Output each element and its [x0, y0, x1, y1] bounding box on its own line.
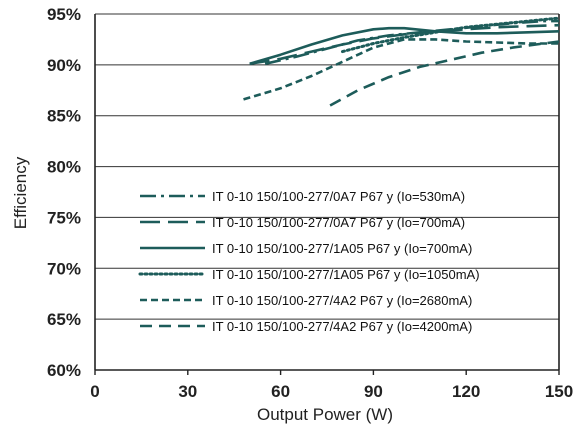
series-line-3: [249, 26, 560, 66]
legend-label-6: IT 0-10 150/100-277/4A2 P67 y (Io=4200mA…: [212, 319, 472, 334]
axes: [94, 14, 560, 375]
x-axis-title: Output Power (W): [257, 405, 393, 424]
y-tick-label-95: 95%: [47, 5, 81, 24]
x-tick-label-150: 150: [545, 382, 573, 401]
series-line-5: [243, 38, 559, 101]
y-tick-label-85: 85%: [47, 107, 81, 126]
x-tick-labels: 0 30 60 90 120 150: [90, 382, 573, 401]
y-tick-label-75: 75%: [47, 208, 81, 227]
legend: IT 0-10 150/100-277/0A7 P67 y (Io=530mA)…: [138, 189, 480, 334]
x-tick-label-120: 120: [452, 382, 480, 401]
series-line-6: [329, 40, 560, 107]
legend-label-4: IT 0-10 150/100-277/1A05 P67 y (Io=1050m…: [212, 267, 480, 282]
series-line-4: [341, 16, 561, 54]
y-tick-label-70: 70%: [47, 259, 81, 278]
x-tick-label-30: 30: [178, 382, 197, 401]
y-tick-label-80: 80%: [47, 158, 81, 177]
series-line-2: [249, 23, 560, 66]
y-tick-label-65: 65%: [47, 310, 81, 329]
series-lines: [243, 16, 561, 107]
x-tick-label-60: 60: [271, 382, 290, 401]
legend-label-2: IT 0-10 150/100-277/0A7 P67 y (Io=700mA): [212, 215, 465, 230]
y-axis-title: Efficiency: [11, 156, 30, 229]
legend-label-3: IT 0-10 150/100-277/1A05 P67 y (Io=700mA…: [212, 241, 472, 256]
y-tick-labels: 60% 65% 70% 75% 80% 85% 90% 95%: [47, 5, 81, 380]
y-tick-label-90: 90%: [47, 56, 81, 75]
gridlines: [95, 13, 559, 320]
y-tick-label-60: 60%: [47, 361, 81, 380]
x-tick-label-0: 0: [90, 382, 99, 401]
legend-label-1: IT 0-10 150/100-277/0A7 P67 y (Io=530mA): [212, 189, 465, 204]
legend-label-5: IT 0-10 150/100-277/4A2 P67 y (Io=2680mA…: [212, 293, 472, 308]
x-tick-label-90: 90: [364, 382, 383, 401]
